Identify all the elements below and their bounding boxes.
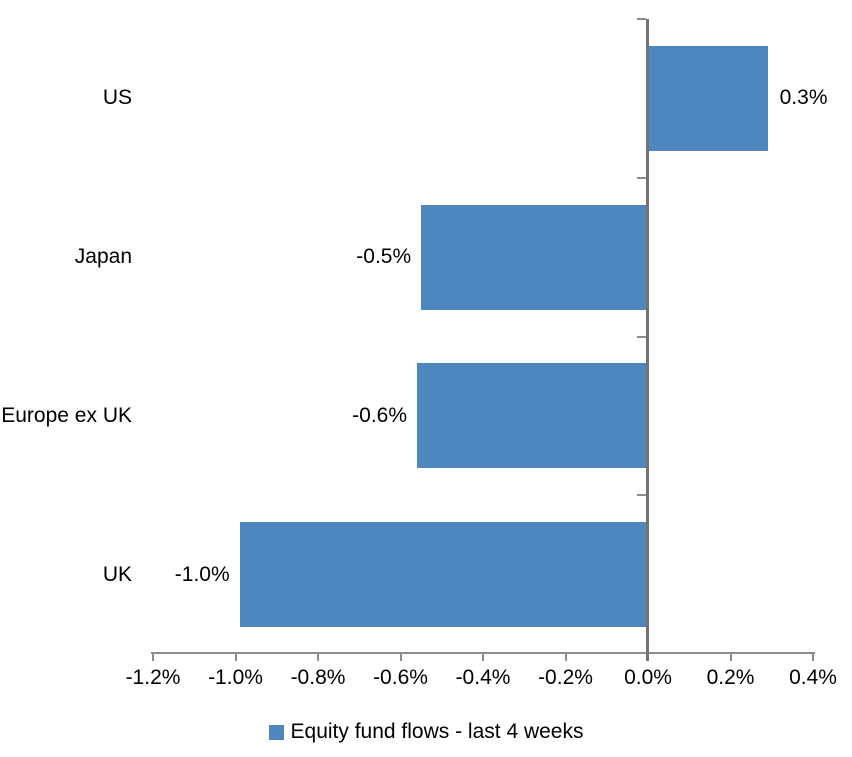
x-axis-tick-12 — [152, 651, 154, 661]
category-boundary-tick — [637, 494, 646, 497]
data-label-japan: -0.5% — [356, 245, 412, 269]
x-axis-tick-label: -0.2% — [538, 666, 593, 689]
bar-uk — [239, 522, 648, 628]
data-label-uk: -1.0% — [174, 562, 230, 586]
data-label-europe-ex-uk: -0.6% — [352, 403, 407, 427]
x-axis-tick-label: -0.8% — [290, 666, 346, 689]
category-boundary-tick — [637, 335, 646, 338]
x-axis-tick-label: -1.2% — [125, 666, 181, 689]
x-axis-tick-label: 0.0% — [624, 666, 672, 689]
x-axis-tick-label: -0.6% — [373, 666, 428, 689]
category-boundary-tick — [637, 18, 646, 20]
legend-label: Equity fund flows - last 4 weeks — [290, 720, 584, 743]
category-label-uk: UK — [102, 562, 132, 586]
x-axis-tick-label: -1.0% — [208, 666, 263, 689]
x-axis-tick-08 — [317, 651, 319, 661]
data-label-us: 0.3% — [779, 86, 828, 110]
x-axis-tick-10 — [234, 651, 237, 661]
x-axis-tick-04 — [812, 651, 814, 661]
bar-japan — [421, 204, 648, 310]
x-axis-tick-06 — [399, 651, 402, 661]
category-label-us: US — [102, 86, 132, 110]
category-label-japan: Japan — [74, 245, 132, 269]
x-axis-tick-label: -0.4% — [455, 666, 511, 689]
bar-europe-ex-uk — [417, 363, 648, 469]
bar-us — [648, 45, 768, 151]
x-axis-tick-label: 0.4% — [789, 666, 837, 689]
category-boundary-tick — [637, 176, 646, 179]
x-axis-tick-label: 0.2% — [706, 666, 755, 689]
chart-legend: Equity fund flows - last 4 weeks — [0, 716, 852, 748]
legend-swatch-icon — [268, 724, 284, 740]
zero-axis-line — [646, 19, 649, 661]
x-axis-tick-04 — [482, 651, 484, 661]
category-label-europe-ex-uk: Europe ex UK — [1, 403, 132, 427]
x-axis-tick-02 — [564, 651, 567, 661]
x-axis-tick-02 — [729, 651, 732, 661]
